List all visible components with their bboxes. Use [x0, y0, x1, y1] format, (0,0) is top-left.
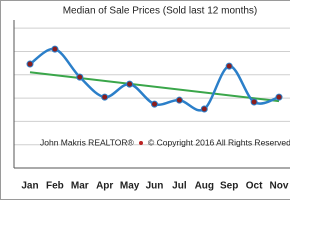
point: [76, 73, 84, 81]
x-tick-label: Aug: [195, 181, 214, 192]
chart-title: Median of Sale Prices (Sold last 12 mont…: [63, 6, 258, 17]
chart-frame: [0, 0, 290, 200]
x-tick-label: Mar: [71, 181, 89, 192]
chart: Median of Sale Prices (Sold last 12 mont…: [0, 0, 290, 200]
x-tick-label: Feb: [46, 181, 64, 192]
x-tick-label: Nov: [270, 181, 289, 192]
point: [101, 93, 109, 101]
point: [175, 96, 183, 104]
point: [126, 80, 134, 88]
point: [151, 100, 158, 108]
x-tick-label: Jan: [21, 181, 38, 192]
point: [51, 45, 59, 53]
x-tick-label: Apr: [96, 181, 113, 192]
point: [250, 98, 258, 106]
x-tick-label: May: [120, 181, 140, 192]
watermark-dot: [139, 141, 143, 145]
point: [26, 60, 34, 68]
x-tick-label: Oct: [246, 181, 263, 192]
point: [200, 105, 208, 113]
x-tick-label: Jun: [146, 181, 164, 192]
watermark: © Copyright 2016 All Rights Reserved: [148, 137, 290, 147]
x-tick-label: Jul: [172, 181, 187, 192]
trend-line: [29, 71, 280, 103]
point: [275, 93, 283, 101]
point: [225, 62, 233, 70]
x-tick-label: Sep: [220, 181, 238, 192]
watermark: John Makris REALTOR®: [40, 137, 135, 147]
